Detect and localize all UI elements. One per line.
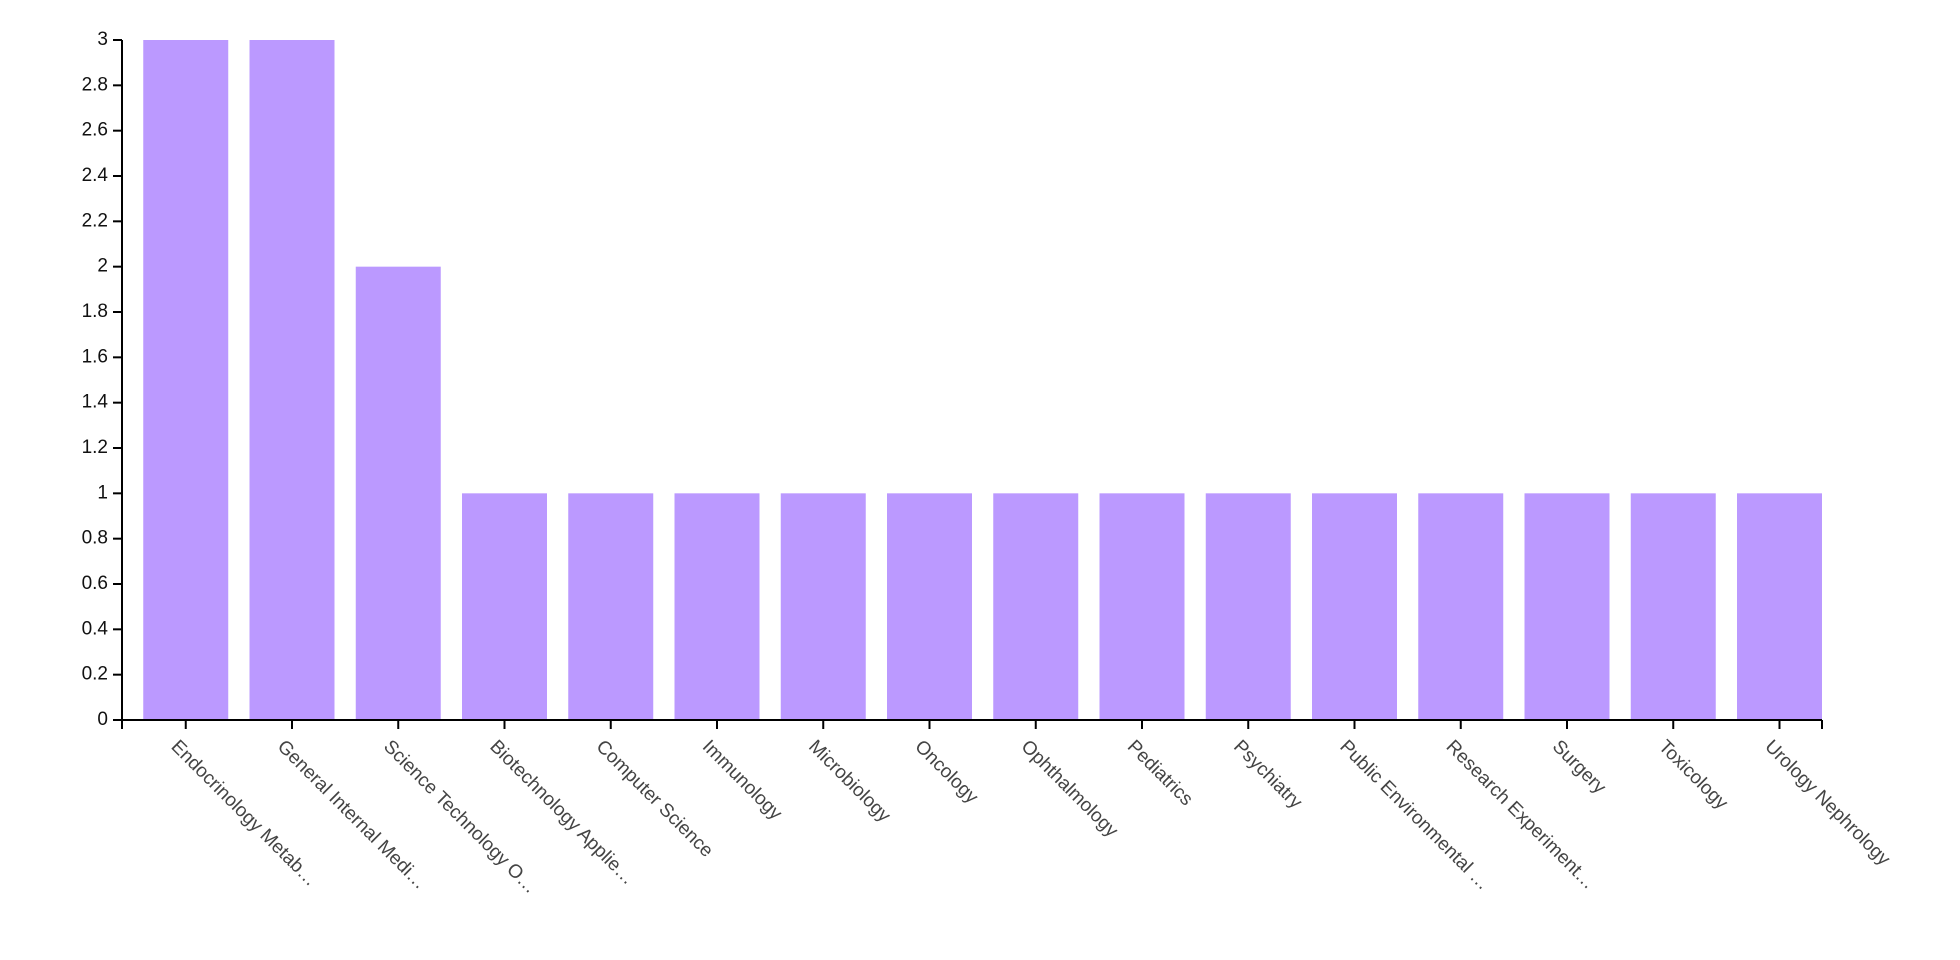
y-tick-label: 2.6 <box>82 120 108 141</box>
x-tick-label: Pediatrics <box>1123 736 1197 810</box>
y-tick-label: 1.8 <box>82 301 108 322</box>
y-tick-label: 2.4 <box>82 165 109 186</box>
bar-13 <box>1524 493 1610 720</box>
x-tick-label: Immunology <box>698 736 786 824</box>
bar-3 <box>462 493 547 720</box>
y-tick-label: 2.8 <box>82 74 108 95</box>
y-tick-label: 1.2 <box>82 437 108 458</box>
y-tick-label: 0.2 <box>82 664 108 685</box>
y-tick-label: 0 <box>97 709 108 730</box>
x-tick-label: Computer Science <box>592 736 717 861</box>
y-tick-label: 1.4 <box>82 392 109 413</box>
x-tick-label: Toxicology <box>1654 736 1732 814</box>
y-tick-label: 0.8 <box>82 528 108 549</box>
bar-12 <box>1418 493 1504 720</box>
y-tick-label: 1.6 <box>82 346 108 367</box>
bar-9 <box>1099 493 1185 720</box>
y-tick-label: 0.6 <box>82 573 108 594</box>
bar-11 <box>1312 493 1397 720</box>
y-tick-label: 0.4 <box>82 618 109 639</box>
x-axis: Endocrinology Metab…General Internal Med… <box>121 719 1894 898</box>
bar-2 <box>355 266 441 720</box>
y-tick-label: 1 <box>97 482 108 503</box>
bar-0 <box>143 40 229 720</box>
y-axis: 0 0.2 0.4 0.6 0.8 1 1.2 1.4 1.6 1.8 2 2.2 2.4 2.6 2.8 3 <box>82 29 123 730</box>
bars-layer <box>143 40 1822 720</box>
x-tick-label: Psychiatry <box>1229 736 1306 813</box>
bar-6 <box>780 493 866 720</box>
y-tick-label: 3 <box>97 29 108 50</box>
bar-7 <box>887 493 972 720</box>
y-tick-label: 2 <box>97 256 108 277</box>
bar-4 <box>568 493 654 720</box>
y-tick-label: 2.2 <box>82 210 108 231</box>
bar-10 <box>1205 493 1291 720</box>
x-tick-label: Microbiology <box>804 736 895 827</box>
bar-1 <box>249 40 335 720</box>
bar-8 <box>993 493 1079 720</box>
x-tick-label: Ophthalmology <box>1017 736 1123 842</box>
x-tick-label: Surgery <box>1548 736 1610 798</box>
x-tick-label: Urology Nephrology <box>1760 736 1894 870</box>
bar-5 <box>674 493 760 720</box>
bar-15 <box>1737 493 1822 720</box>
x-tick-label: Oncology <box>910 736 982 808</box>
bar-14 <box>1630 493 1716 720</box>
